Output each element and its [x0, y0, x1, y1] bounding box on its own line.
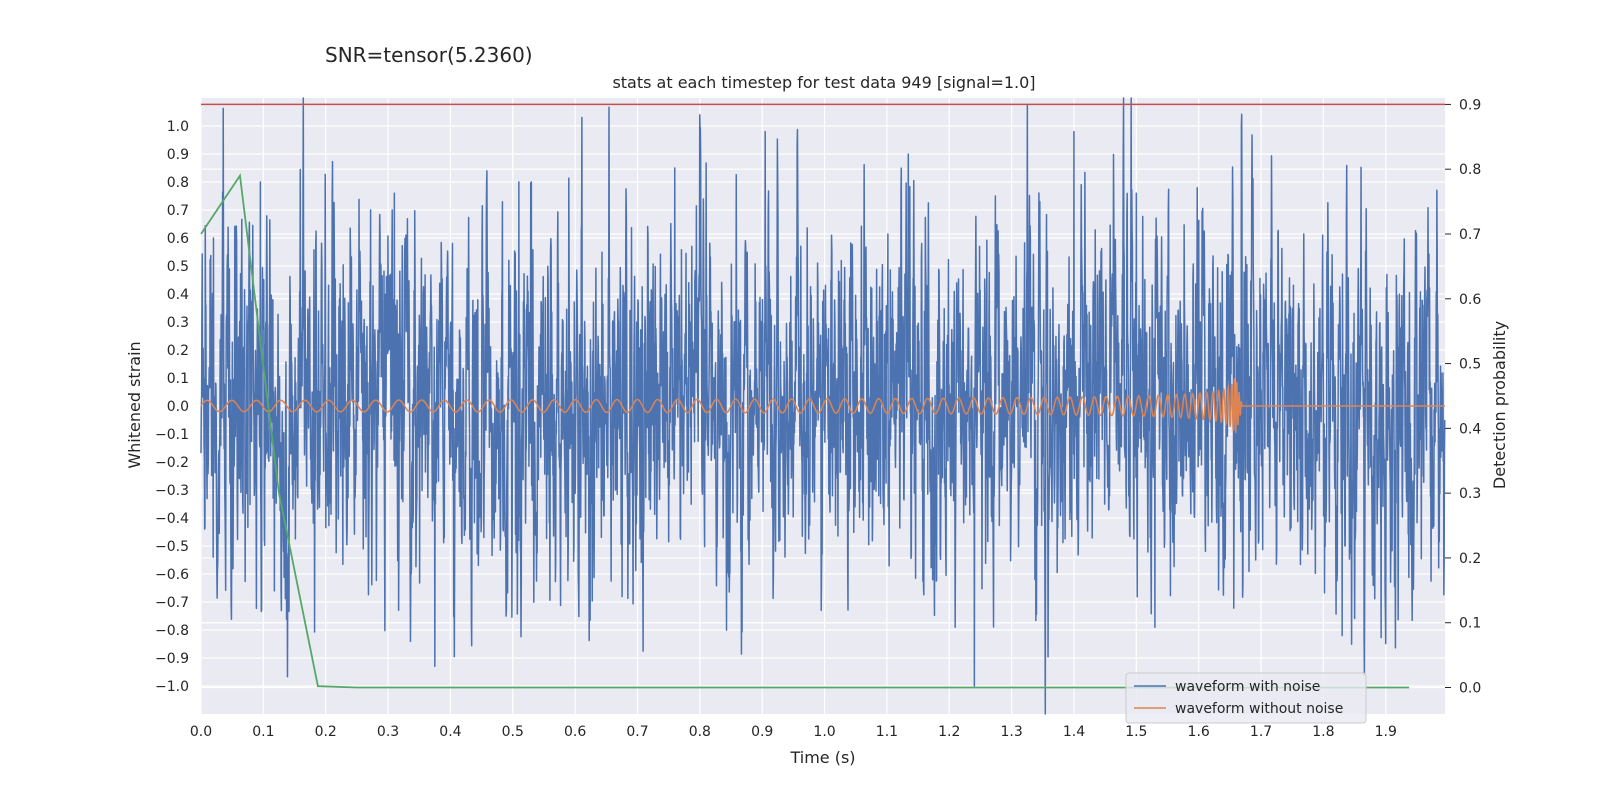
y-tick-label: 0.6 — [167, 231, 189, 247]
x-tick-label: 1.0 — [813, 724, 835, 740]
y-right-tick-label: 0.2 — [1459, 551, 1481, 567]
y-tick-label: 0.1 — [167, 371, 189, 387]
x-tick-label: 0.8 — [689, 724, 711, 740]
x-tick-label: 1.6 — [1188, 724, 1210, 740]
y-right-tick-label: 0.9 — [1459, 97, 1481, 113]
y-axis-label-right: Detection probability — [1490, 321, 1509, 489]
y-tick-label: 0.2 — [167, 343, 189, 359]
x-tick-label: 1.5 — [1125, 724, 1147, 740]
legend-label-noise: waveform with noise — [1175, 679, 1320, 695]
y-right-tick-label: 0.3 — [1459, 486, 1481, 502]
y-tick-label: −0.9 — [155, 651, 189, 667]
x-tick-label: 1.4 — [1063, 724, 1085, 740]
x-tick-label: 1.7 — [1250, 724, 1272, 740]
series-detection-probability — [200, 173, 1410, 689]
legend-box — [1125, 672, 1367, 724]
y-axis-right: 0.9 0.8 0.7 0.6 0.5 0.4 0.3 0.2 0.1 0.0 — [1445, 97, 1481, 697]
x-tick-label: 0.3 — [377, 724, 399, 740]
y-axis-left: 1.0 0.9 0.8 0.7 0.6 0.5 0.4 0.3 0.2 0.1 0.0 −0.1 −0.… — [155, 119, 189, 695]
x-tick-label: 0.7 — [626, 724, 648, 740]
y-right-tick-label: 0.4 — [1459, 421, 1481, 437]
x-axis: 0.0 0.1 0.2 0.3 0.4 0.5 0.6 0.7 0.8 0.9 1.0 1.1 1.2 1… — [190, 724, 1397, 740]
series-waveform-with-noise — [200, 97, 1446, 715]
y-right-tick-label: 0.8 — [1459, 162, 1481, 178]
y-tick-label: 0.3 — [167, 315, 189, 331]
x-tick-label: 0.5 — [502, 724, 524, 740]
x-tick-label: 1.2 — [938, 724, 960, 740]
y-tick-label: −0.2 — [155, 455, 189, 471]
y-tick-label: −0.8 — [155, 623, 189, 639]
x-tick-label: 1.8 — [1312, 724, 1334, 740]
x-tick-label: 0.1 — [252, 724, 274, 740]
x-tick-label: 1.3 — [1000, 724, 1022, 740]
x-axis-label: Time (s) — [789, 748, 855, 767]
y-axis-label: Whitened strain — [125, 341, 144, 468]
y-tick-label: 0.0 — [167, 399, 189, 415]
suptitle: SNR=tensor(5.2360) — [325, 43, 533, 67]
series-waveform-without-noise — [200, 377, 1445, 434]
y-tick-label: 0.7 — [167, 203, 189, 219]
y-right-tick-label: 0.6 — [1459, 292, 1481, 308]
y-tick-label: 0.8 — [167, 175, 189, 191]
x-tick-label: 0.0 — [190, 724, 212, 740]
y-tick-label: −0.6 — [155, 567, 189, 583]
y-tick-label: 1.0 — [167, 119, 189, 135]
y-right-tick-label: 0.1 — [1459, 616, 1481, 632]
y-tick-label: −0.5 — [155, 539, 189, 555]
legend: waveform with noise waveform without noi… — [1125, 672, 1367, 724]
legend-label-clean: waveform without noise — [1175, 701, 1343, 717]
x-tick-label: 1.1 — [876, 724, 898, 740]
x-tick-label: 0.9 — [751, 724, 773, 740]
x-tick-label: 0.6 — [564, 724, 586, 740]
x-tick-label: 1.9 — [1375, 724, 1397, 740]
y-tick-label: 0.9 — [167, 147, 189, 163]
x-tick-label: 0.2 — [315, 724, 337, 740]
y-tick-label: −1.0 — [155, 679, 189, 695]
x-tick-label: 0.4 — [439, 724, 461, 740]
y-tick-label: 0.4 — [167, 287, 189, 303]
y-tick-label: −0.7 — [155, 595, 189, 611]
y-tick-label: −0.4 — [155, 511, 189, 527]
y-right-tick-label: 0.7 — [1459, 227, 1481, 243]
y-tick-label: −0.3 — [155, 483, 189, 499]
y-right-tick-label: 0.0 — [1459, 681, 1481, 697]
chart-title: stats at each timestep for test data 949… — [612, 73, 1035, 92]
y-right-tick-label: 0.5 — [1459, 357, 1481, 373]
y-tick-label: −0.1 — [155, 427, 189, 443]
plot-series — [200, 97, 1446, 715]
y-tick-label: 0.5 — [167, 259, 189, 275]
